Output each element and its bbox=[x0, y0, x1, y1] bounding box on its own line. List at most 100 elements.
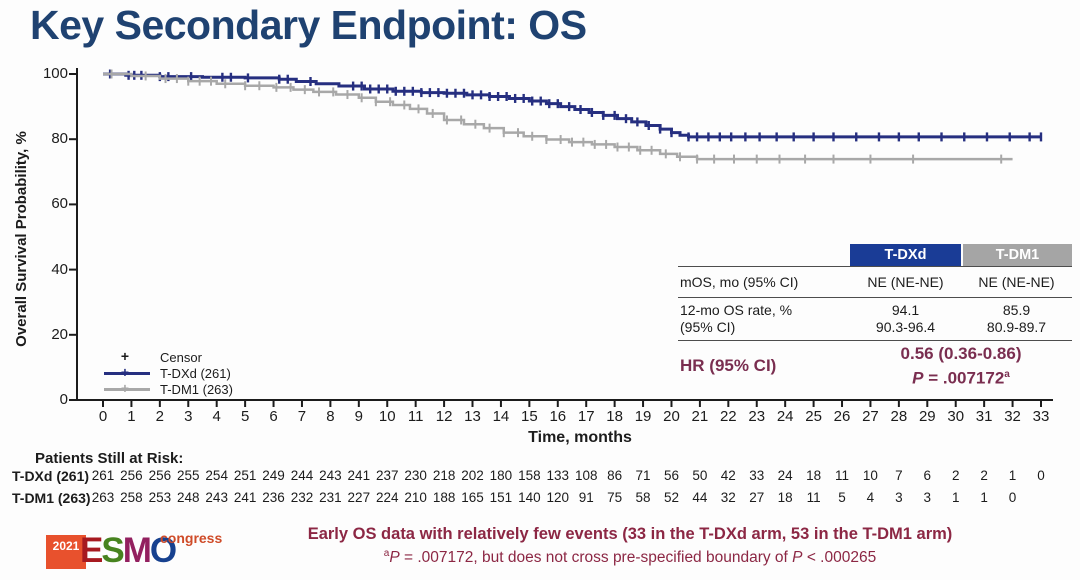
legend-item-tdm1: + T-DM1 (263) bbox=[100, 380, 233, 397]
risk-count: 256 bbox=[120, 468, 143, 483]
y-axis-label: Overall Survival Probability, % bbox=[13, 131, 30, 347]
hr-value: 0.56 (0.36-0.86) P = .007172a bbox=[900, 344, 1022, 388]
x-tick-label: 26 bbox=[833, 408, 851, 425]
risk-count: 58 bbox=[635, 490, 651, 505]
x-tick-label: 16 bbox=[549, 408, 567, 425]
x-tick-label: 24 bbox=[776, 408, 794, 425]
risk-count: 255 bbox=[177, 468, 200, 483]
risk-table-heading: Patients Still at Risk: bbox=[35, 450, 184, 467]
summary-table: T-DXd T-DM1 mOS, mo (95% CI) NE (NE-NE) … bbox=[678, 244, 1072, 391]
x-tick-label: 2 bbox=[155, 408, 165, 425]
risk-count: 248 bbox=[177, 490, 200, 505]
risk-count: 91 bbox=[578, 490, 594, 505]
risk-count: 10 bbox=[862, 468, 878, 483]
cell-value: 94.1 90.3-96.4 bbox=[875, 302, 936, 335]
risk-count: 256 bbox=[148, 468, 172, 483]
x-tick-label: 17 bbox=[577, 408, 595, 425]
censor-plus-icon: + bbox=[120, 348, 130, 364]
tdm1-line-icon: + bbox=[100, 380, 156, 396]
hr-label: HR (95% CI) bbox=[680, 356, 777, 375]
y-tick-label: 100 bbox=[42, 65, 68, 82]
x-tick-label: 18 bbox=[606, 408, 623, 425]
risk-count: 1 bbox=[1008, 468, 1017, 483]
risk-count: 120 bbox=[546, 490, 570, 505]
page-title: Key Secondary Endpoint: OS bbox=[30, 2, 587, 48]
table-row-mos: mOS, mo (95% CI) NE (NE-NE) NE (NE-NE) bbox=[678, 266, 1072, 298]
risk-count: 241 bbox=[347, 468, 371, 483]
risk-count: 11 bbox=[835, 468, 850, 483]
row-label: 12-mo OS rate, % (95% CI) bbox=[680, 302, 793, 335]
risk-count: 52 bbox=[663, 490, 679, 505]
risk-row-label: T-DXd (261) bbox=[12, 468, 90, 484]
risk-count: 18 bbox=[806, 468, 822, 483]
risk-count: 180 bbox=[489, 468, 513, 483]
x-tick-label: 12 bbox=[435, 408, 453, 425]
legend-item-tdxd: + T-DXd (261) bbox=[100, 364, 233, 381]
legend-label: T-DM1 (263) bbox=[160, 381, 233, 397]
y-tick-label: 80 bbox=[51, 130, 68, 148]
summary-table-header: T-DXd T-DM1 bbox=[678, 244, 1072, 266]
logo-letter: E bbox=[80, 531, 103, 570]
risk-count: 2 bbox=[980, 468, 988, 483]
risk-count: 261 bbox=[91, 468, 115, 483]
risk-count: 42 bbox=[720, 468, 736, 483]
risk-count: 230 bbox=[404, 468, 427, 483]
risk-count: 0 bbox=[1037, 468, 1045, 483]
header-cell-tdm1: T-DM1 bbox=[961, 244, 1072, 266]
cell-value: NE (NE-NE) bbox=[867, 273, 944, 290]
x-tick-label: 30 bbox=[947, 408, 965, 425]
legend-item-censor: + Censor bbox=[100, 348, 233, 365]
risk-count: 202 bbox=[461, 468, 484, 483]
risk-count: 1 bbox=[980, 490, 988, 505]
x-tick-label: 0 bbox=[98, 408, 108, 425]
table-row-hr: HR (95% CI) 0.56 (0.36-0.86) P = .007172… bbox=[678, 341, 1072, 391]
risk-count: 241 bbox=[233, 490, 257, 505]
cell-value: 85.9 80.9-89.7 bbox=[986, 302, 1047, 335]
cell-value: NE (NE-NE) bbox=[978, 273, 1055, 290]
risk-count: 3 bbox=[923, 490, 932, 505]
x-tick-label: 29 bbox=[918, 408, 936, 425]
risk-count: 140 bbox=[518, 490, 541, 505]
risk-count: 32 bbox=[720, 490, 736, 505]
risk-count: 18 bbox=[777, 490, 793, 505]
km-curve-tdm1 bbox=[103, 72, 1013, 161]
x-tick-label: 22 bbox=[719, 408, 737, 425]
x-tick-label: 10 bbox=[378, 408, 396, 425]
risk-count: 108 bbox=[574, 468, 598, 483]
legend-label: Censor bbox=[160, 349, 202, 365]
risk-count: 236 bbox=[262, 490, 285, 505]
risk-count: 5 bbox=[838, 490, 846, 505]
risk-count: 86 bbox=[607, 468, 623, 483]
risk-count: 254 bbox=[205, 468, 228, 483]
legend-label: T-DXd (261) bbox=[160, 365, 231, 381]
footer-p-value-note: aP = .007172, but does not cross pre-spe… bbox=[383, 548, 877, 567]
risk-count: 224 bbox=[375, 490, 399, 505]
y-tick-label: 60 bbox=[51, 195, 68, 213]
risk-count: 251 bbox=[233, 468, 257, 483]
risk-count: 249 bbox=[262, 468, 285, 483]
x-tick-label: 9 bbox=[354, 408, 363, 425]
risk-count: 75 bbox=[607, 490, 623, 505]
risk-count: 243 bbox=[205, 490, 228, 505]
risk-count: 243 bbox=[319, 468, 342, 483]
x-tick-label: 4 bbox=[212, 408, 221, 425]
x-tick-label: 23 bbox=[748, 408, 766, 425]
risk-count: 253 bbox=[148, 490, 172, 505]
risk-count: 244 bbox=[290, 468, 314, 483]
risk-row-label: T-DM1 (263) bbox=[12, 490, 91, 506]
x-tick-label: 32 bbox=[1004, 408, 1021, 425]
risk-count: 133 bbox=[546, 468, 570, 483]
x-tick-label: 14 bbox=[492, 408, 510, 425]
logo-letter: O bbox=[149, 531, 177, 570]
x-tick-label: 7 bbox=[297, 408, 307, 425]
logo-letters: ESMO bbox=[80, 530, 177, 572]
risk-count: 165 bbox=[461, 490, 484, 505]
risk-count: 44 bbox=[692, 490, 708, 505]
y-tick-label: 0 bbox=[59, 391, 68, 408]
row-label: mOS, mo (95% CI) bbox=[680, 273, 799, 290]
risk-count: 227 bbox=[347, 490, 371, 505]
y-tick-label: 20 bbox=[51, 325, 68, 343]
risk-count: 71 bbox=[635, 468, 651, 483]
x-tick-label: 5 bbox=[240, 408, 250, 425]
